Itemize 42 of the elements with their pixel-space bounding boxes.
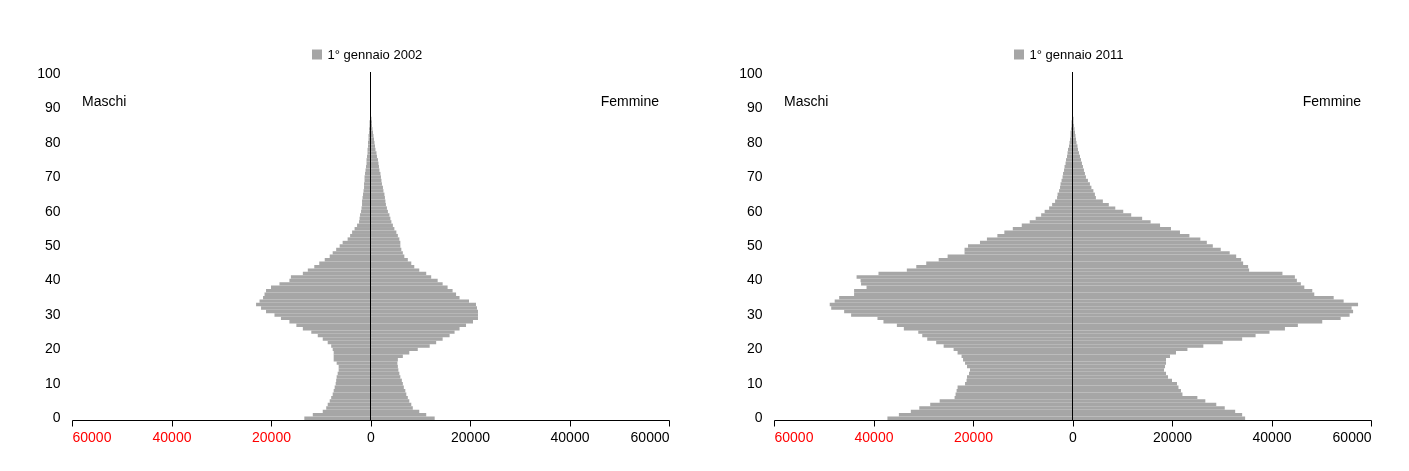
y-tick-label: 60 (746, 202, 763, 219)
annotation: Femmine (600, 93, 660, 109)
y-tick-label: 50 (746, 237, 763, 253)
y-tick-label: 0 (52, 409, 61, 426)
y-tick-label: 10 (44, 374, 61, 391)
x-tick-label: 0 (1069, 428, 1078, 445)
y-tick-label: 20 (44, 340, 61, 357)
x-tick-label: 40000 (550, 428, 590, 445)
y-tick-label: 40 (746, 271, 763, 288)
x-tick-label: 20000 (954, 428, 994, 445)
annotation: Femmine (1302, 93, 1362, 109)
y-tick-label: 0 (754, 409, 763, 426)
legend-label: 1° gennaio 2011 (1029, 46, 1124, 62)
y-tick-label: 40 (44, 271, 61, 288)
x-tick-label: 20000 (451, 428, 491, 445)
y-tick-label: 100 (37, 64, 61, 81)
x-tick-label: 0 (367, 428, 376, 445)
y-tick-label: 10 (746, 374, 763, 391)
y-tick-label: 70 (44, 168, 61, 185)
x-tick-label: 40000 (152, 428, 192, 445)
x-tick-label: 60000 (774, 428, 814, 445)
y-tick-label: 80 (44, 133, 61, 150)
x-tick-label: 20000 (252, 428, 292, 445)
annotation: Maschi (784, 93, 829, 109)
y-tick-label: 100 (739, 64, 763, 81)
x-tick-label: 20000 (1153, 428, 1193, 445)
y-tick-label: 50 (44, 237, 61, 253)
x-tick-label: 40000 (1252, 428, 1292, 445)
y-tick-label: 90 (746, 99, 763, 116)
x-tick-label: 60000 (630, 428, 670, 445)
x-tick-label: 60000 (72, 428, 112, 445)
y-tick-label: 30 (44, 305, 61, 322)
legend-label: 1° gennaio 2002 (327, 46, 423, 62)
annotation: Maschi (82, 93, 127, 109)
x-tick-label: 60000 (1332, 428, 1372, 445)
y-tick-label: 60 (44, 202, 61, 219)
y-tick-label: 20 (746, 340, 763, 357)
y-tick-label: 80 (746, 133, 763, 150)
y-tick-label: 30 (746, 305, 763, 322)
x-tick-label: 40000 (854, 428, 894, 445)
y-tick-label: 70 (746, 168, 763, 185)
y-tick-label: 90 (44, 99, 61, 116)
